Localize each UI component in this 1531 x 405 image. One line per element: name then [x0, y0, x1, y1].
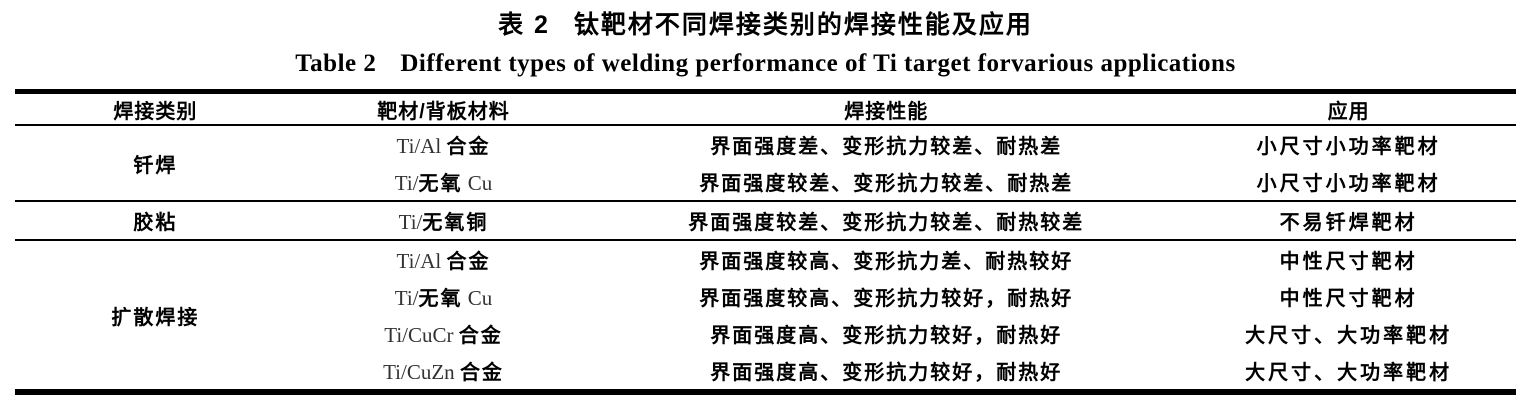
cell-text: Ti/ [394, 171, 419, 195]
material-cell: Ti/无氧 Cu [296, 278, 592, 315]
page: 表 2 钛靶材不同焊接类别的焊接性能及应用 Table 2 Different ty… [0, 5, 1531, 395]
column-header-welding-performance: 焊接性能 [591, 91, 1182, 126]
table-body: 钎焊 Ti/Al 合金 界面强度差、变形抗力较差、耐热差 小尺寸小功率靶材 Ti/无氧 … [15, 125, 1516, 392]
cell-text: Ti/ [398, 210, 423, 234]
cell-text: Ti/CuZn [383, 360, 460, 384]
cell-text: Ti/Al [396, 134, 447, 158]
material-cell: Ti/无氧铜 [295, 200, 592, 240]
table-number-cn: 表 2 [498, 11, 550, 39]
material-cell: Ti/CuCr 合金 [296, 315, 592, 352]
table-title-english: Table 2 Different types of welding perfor… [0, 50, 1531, 78]
table-title-chinese: 表 2 钛靶材不同焊接类别的焊接性能及应用 [0, 5, 1531, 41]
performance-cell: 界面强度较高、变形抗力差、耐热较好 [591, 239, 1182, 278]
performance-cell: 界面强度较差、变形抗力较差、耐热差 [699, 173, 1074, 195]
table-title-cn-text: 钛靶材不同焊接类别的焊接性能及应用 [573, 11, 1033, 39]
performance-cell: 界面强度差、变形抗力较差、耐热差 [710, 136, 1063, 158]
welding-category-cell: 钎焊 [133, 154, 178, 177]
cell-text: 合金 [446, 251, 491, 273]
table-title-en-text: Different types of welding performance o… [400, 50, 1236, 77]
table-row: 钎焊 Ti/Al 合金 界面强度差、变形抗力较差、耐热差 小尺寸小功率靶材 [15, 125, 1516, 177]
column-header-application: 应用 [1181, 91, 1516, 126]
material-cell: Ti/Al 合金 [295, 239, 592, 278]
performance-cell: 界面强度较高、变形抗力较好，耐热好 [699, 288, 1074, 310]
table-row: Ti/无氧 Cu 界面强度较高、变形抗力较好，耐热好 中性尺寸靶材 [15, 278, 1516, 315]
cell-text: 合金 [446, 136, 491, 158]
cell-text: 合金 [458, 325, 503, 347]
application-cell: 小尺寸小功率靶材 [1256, 136, 1441, 158]
application-cell: 大尺寸、大功率靶材 [1245, 325, 1453, 347]
performance-cell: 界面强度较差、变形抗力较差、耐热较差 [591, 200, 1182, 240]
application-cell: 中性尺寸靶材 [1181, 239, 1516, 278]
column-header-welding-category: 焊接类别 [15, 91, 296, 126]
table-row: Ti/CuZn 合金 界面强度高、变形抗力较好，耐热好 大尺寸、大功率靶材 [15, 352, 1516, 392]
table-row: 扩散焊接 Ti/Al 合金 界面强度较高、变形抗力差、耐热较好 中性尺寸靶材 [15, 239, 1516, 392]
application-cell: 小尺寸小功率靶材 [1256, 173, 1441, 195]
cell-text: Cu [462, 171, 493, 195]
column-header-target-backplate-material: 靶材/背板材料 [295, 91, 592, 126]
header-row: 焊接类别 靶材/背板材料 焊接性能 应用 [15, 91, 1516, 126]
cell-text: 无氧 [418, 173, 463, 195]
cell-text: 合金 [459, 362, 504, 384]
cell-text: Ti/Al [396, 249, 447, 273]
cell-text: 无氧 [418, 288, 463, 310]
table-row: 胶粘 Ti/无氧铜 界面强度较差、变形抗力较差、耐热较差 不易钎焊靶材 [15, 200, 1516, 240]
table-row: Ti/CuCr 合金 界面强度高、变形抗力较好，耐热好 大尺寸、大功率靶材 [15, 315, 1516, 352]
table-number-en: Table 2 [295, 50, 377, 77]
cell-text: Cu [462, 286, 493, 310]
performance-cell: 界面强度高、变形抗力较好，耐热好 [710, 325, 1063, 347]
welding-category-cell: 胶粘 [15, 200, 296, 240]
material-cell: Ti/无氧 Cu [296, 163, 592, 201]
cell-text: 无氧铜 [422, 212, 489, 234]
welding-category-cell: 扩散焊接 [15, 239, 296, 392]
cell-text: Ti/ [394, 286, 419, 310]
welding-performance-table: 焊接类别 靶材/背板材料 焊接性能 应用 钎焊 Ti/Al 合金 界面强度差、变形抗… [15, 89, 1516, 395]
application-cell: 中性尺寸靶材 [1279, 288, 1418, 310]
table-row: Ti/无氧 Cu 界面强度较差、变形抗力较差、耐热差 小尺寸小功率靶材 [15, 163, 1516, 201]
material-cell: Ti/Al 合金 [296, 125, 592, 163]
cell-text: Ti/CuCr [384, 323, 459, 347]
material-cell: Ti/CuZn 合金 [296, 352, 592, 392]
application-cell: 不易钎焊靶材 [1181, 200, 1516, 240]
application-cell: 大尺寸、大功率靶材 [1245, 362, 1453, 384]
performance-cell: 界面强度高、变形抗力较好，耐热好 [710, 362, 1063, 384]
